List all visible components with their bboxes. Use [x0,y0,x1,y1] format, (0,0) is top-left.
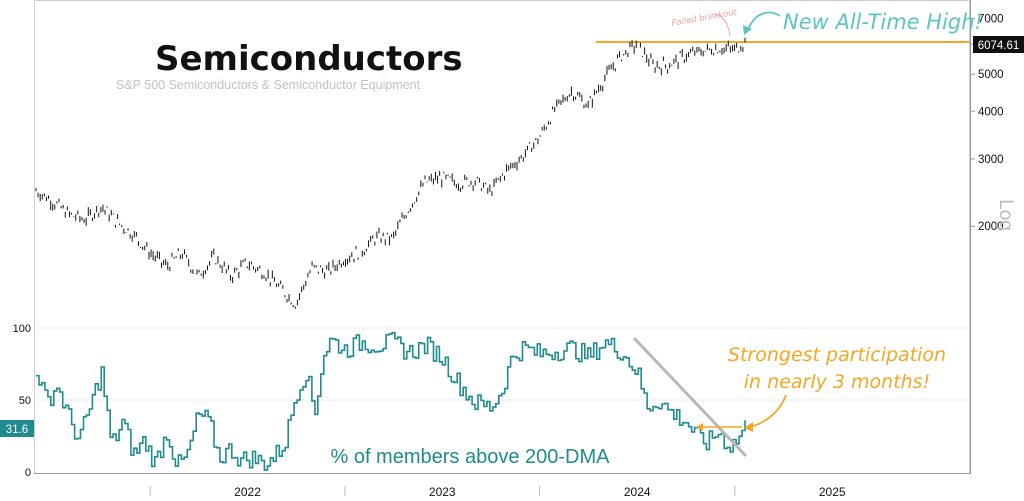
chart-subtitle: S&P 500 Semiconductors & Semiconductor E… [116,78,421,92]
x-tick-label: 2023 [429,485,456,499]
failed-breakout-arrow [711,13,731,37]
failed-breakout-annotation: Failed breakout [671,7,739,28]
participation-annotation-arrowhead [744,422,753,432]
chart-title: Semiconductors [155,39,463,79]
breadth-last-value: 31.6 [6,424,28,436]
x-tick-label: 2024 [624,485,651,499]
breadth-tick-label: 100 [13,323,31,335]
ath-annotation-arrow [747,11,781,31]
price-last-value-tag [973,36,1024,53]
ath-annotation: New All-Time High! [783,10,983,34]
price-tick-label: 5000 [978,69,1004,81]
price-last-value: 6074.61 [978,40,1020,52]
price-tick-label: 3000 [978,154,1004,166]
x-tick-label: 2025 [819,485,846,499]
participation-annotation-line1: Strongest participation [728,344,946,366]
breadth-series-line [36,331,746,471]
price-tick-label: 4000 [978,106,1004,118]
x-tick-label: 2022 [234,485,261,499]
log-scale-label: Log [995,199,1016,231]
breadth-downtrend-line [632,336,748,458]
breadth-last-value-tag [0,420,34,437]
price-tick-label: 7000 [978,13,1004,25]
participation-annotation-line2: in nearly 3 months! [744,371,930,393]
breadth-tick-label: 0 [25,467,31,479]
price-tick-label: 2000 [978,221,1004,233]
ath-annotation-arrowhead [743,25,752,35]
breadth-breakout-arrowhead [696,423,703,431]
breadth-tick-label: 50 [19,395,31,407]
price-series [35,37,746,309]
breadth-series-label: % of members above 200-DMA [330,446,610,468]
